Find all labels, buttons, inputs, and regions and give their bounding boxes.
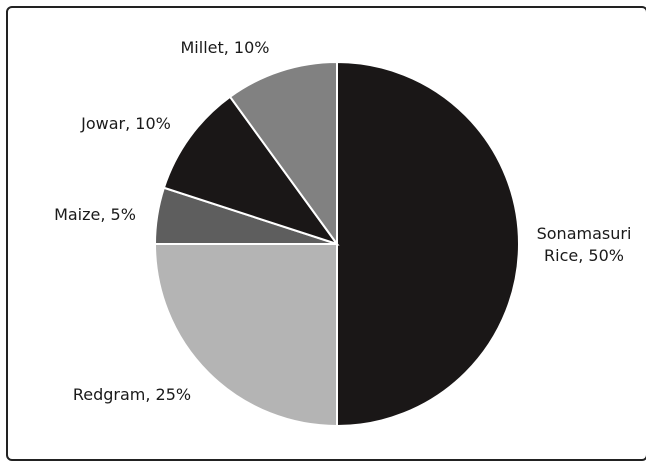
data-label-jowar: Jowar, 10% bbox=[80, 114, 171, 133]
data-label-millet: Millet, 10% bbox=[181, 38, 270, 57]
pie-slice-millet bbox=[228, 60, 338, 248]
data-label-maize: Maize, 5% bbox=[54, 205, 136, 224]
pie-slice-jowar bbox=[162, 95, 340, 246]
data-label-sonamasuri-rice: Sonamasuri Rice, 50% bbox=[537, 224, 632, 265]
data-label-redgram: Redgram, 25% bbox=[73, 385, 191, 404]
pie-slice-sonamasuri-rice bbox=[336, 60, 520, 428]
pie-chart: Sonamasuri Rice, 50% Redgram, 25% Maize, 5%… bbox=[54, 38, 632, 428]
pie-slice-redgram bbox=[153, 243, 338, 428]
